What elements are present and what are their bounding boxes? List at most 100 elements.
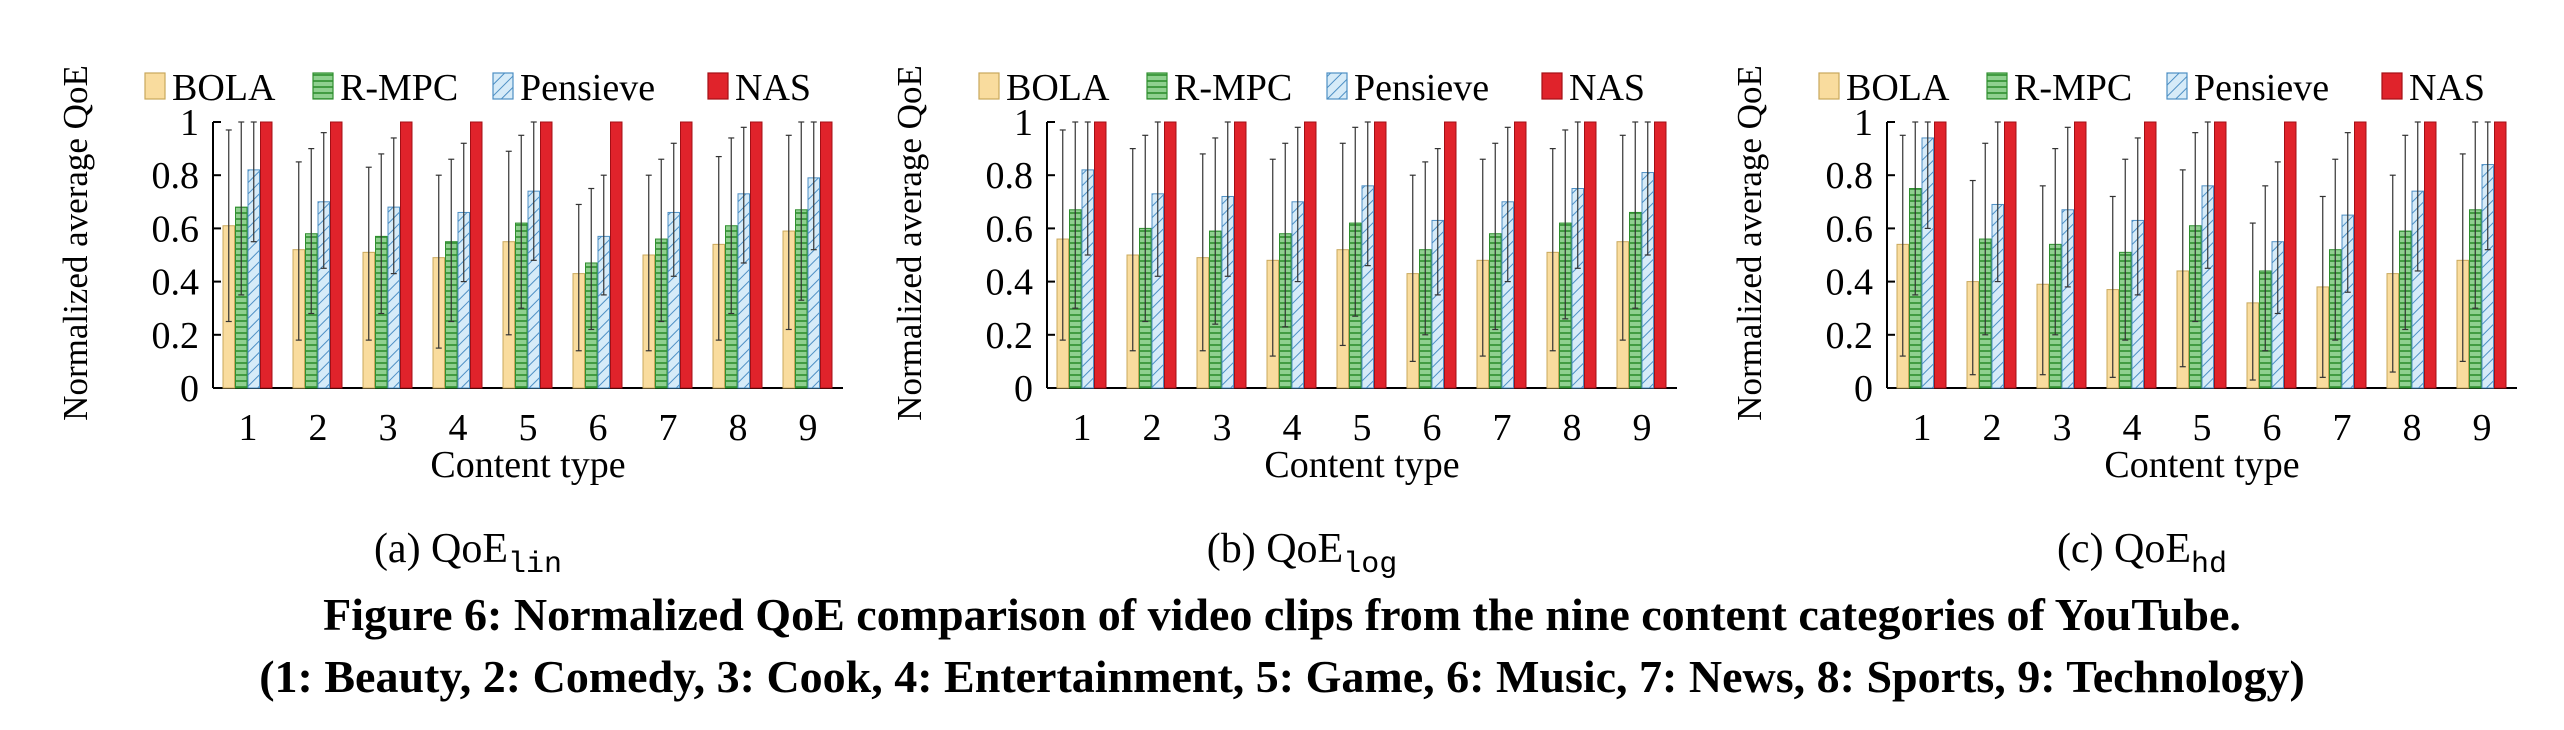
x-tick-label: 3 bbox=[2053, 407, 2072, 449]
figure-caption-line2: (1: Beauty, 2: Comedy, 3: Cook, 4: Enter… bbox=[259, 651, 2305, 702]
bar-nas-cat4 bbox=[1304, 121, 1317, 389]
bar-nas-cat9 bbox=[2494, 121, 2507, 389]
subcaption: (b) QoElog bbox=[1207, 526, 1397, 582]
subcaption: (c) QoEhd bbox=[2057, 526, 2227, 582]
y-tick-label: 0.4 bbox=[1826, 262, 1874, 304]
x-axis-label: Content type bbox=[2104, 444, 2299, 486]
bar-nas-cat8 bbox=[2424, 121, 2437, 389]
x-tick-label: 6 bbox=[1423, 407, 1442, 449]
x-tick-label: 5 bbox=[1353, 407, 1372, 449]
y-tick-label: 0.8 bbox=[152, 155, 200, 197]
bar-nas-cat8 bbox=[750, 121, 763, 389]
y-axis-label: Normalized average QoE bbox=[890, 65, 929, 421]
legend-swatch-bola bbox=[978, 72, 1000, 100]
legend-label: R-MPC bbox=[1174, 67, 1292, 109]
y-axis-label: Normalized average QoE bbox=[1730, 65, 1769, 421]
bar-nas-cat1 bbox=[1094, 121, 1107, 389]
bar-nas-cat9 bbox=[1654, 121, 1667, 389]
x-tick-label: 1 bbox=[239, 407, 258, 449]
bar-nas-cat4 bbox=[2144, 121, 2157, 389]
legend: BOLA R-MPC Pensieve NAS bbox=[1818, 67, 2485, 109]
y-tick-label: 0.6 bbox=[152, 208, 200, 250]
legend-swatch-bola bbox=[1818, 72, 1840, 100]
x-tick-label: 8 bbox=[2403, 407, 2422, 449]
bar-nas-cat5 bbox=[2214, 121, 2227, 389]
bar-nas-cat6 bbox=[2284, 121, 2297, 389]
bar-nas-cat7 bbox=[1514, 121, 1527, 389]
x-tick-label: 1 bbox=[1913, 407, 1932, 449]
y-tick-label: 0 bbox=[180, 368, 199, 410]
x-tick-label: 2 bbox=[1143, 407, 1162, 449]
legend-swatch-pensieve bbox=[492, 72, 514, 100]
bar-nas-cat4 bbox=[470, 121, 483, 389]
subcaption-prefix: (a) QoE bbox=[374, 526, 508, 572]
legend-label: BOLA bbox=[1006, 67, 1110, 109]
legend-label: Pensieve bbox=[520, 67, 655, 109]
y-tick-label: 1 bbox=[180, 102, 199, 144]
bar-nas-cat2 bbox=[330, 121, 343, 389]
legend-label: NAS bbox=[2409, 67, 2485, 109]
subcaption-subscript: log bbox=[1343, 548, 1397, 582]
bar-nas-cat6 bbox=[1444, 121, 1457, 389]
subcaption-subscript: lin bbox=[508, 548, 562, 582]
x-tick-label: 6 bbox=[589, 407, 608, 449]
legend-swatch-nas bbox=[1541, 72, 1563, 100]
bar-nas-cat2 bbox=[1164, 121, 1177, 389]
bar-nas-cat5 bbox=[540, 121, 553, 389]
x-tick-label: 2 bbox=[1983, 407, 2002, 449]
subcaption-prefix: (b) QoE bbox=[1207, 526, 1343, 572]
x-tick-label: 5 bbox=[2193, 407, 2212, 449]
chart-panel-3: 0 0.2 0.4 0.6 0.8 1 Normalized average QoE 1 2 3 4… bbox=[1730, 65, 2517, 582]
legend-swatch-pensieve bbox=[1326, 72, 1348, 100]
y-tick-label: 0.4 bbox=[986, 262, 1034, 304]
legend-label: NAS bbox=[735, 67, 811, 109]
bar-nas-cat7 bbox=[680, 121, 693, 389]
x-tick-label: 8 bbox=[729, 407, 748, 449]
x-tick-label: 8 bbox=[1563, 407, 1582, 449]
legend-swatch-bola bbox=[144, 72, 166, 100]
bar-nas-cat3 bbox=[1234, 121, 1247, 389]
bar-nas-cat2 bbox=[2004, 121, 2017, 389]
legend-swatch-nas bbox=[2381, 72, 2403, 100]
y-tick-label: 0.8 bbox=[1826, 155, 1874, 197]
y-tick-label: 0.6 bbox=[986, 208, 1034, 250]
x-tick-label: 7 bbox=[659, 407, 678, 449]
legend-label: R-MPC bbox=[340, 67, 458, 109]
y-axis-label: Normalized average QoE bbox=[56, 65, 95, 421]
x-tick-label: 9 bbox=[1633, 407, 1652, 449]
legend-label: Pensieve bbox=[1354, 67, 1489, 109]
legend: BOLA R-MPC Pensieve NAS bbox=[144, 67, 811, 109]
y-tick-label: 0 bbox=[1014, 368, 1033, 410]
legend-swatch-nas bbox=[707, 72, 729, 100]
legend-swatch-rmpc bbox=[1146, 72, 1168, 100]
legend-label: BOLA bbox=[1846, 67, 1950, 109]
x-tick-label: 5 bbox=[519, 407, 538, 449]
y-tick-label: 0.8 bbox=[986, 155, 1034, 197]
x-tick-label: 6 bbox=[2263, 407, 2282, 449]
figure-caption-line1: Figure 6: Normalized QoE comparison of v… bbox=[323, 589, 2241, 640]
bar-nas-cat6 bbox=[610, 121, 623, 389]
bar-nas-cat5 bbox=[1374, 121, 1387, 389]
legend: BOLA R-MPC Pensieve NAS bbox=[978, 67, 1645, 109]
chart-panel-2: 0 0.2 0.4 0.6 0.8 1 Normalized average QoE 1 2 3 4… bbox=[890, 65, 1677, 582]
legend-label: Pensieve bbox=[2194, 67, 2329, 109]
x-tick-label: 7 bbox=[2333, 407, 2352, 449]
legend-swatch-rmpc bbox=[1986, 72, 2008, 100]
x-tick-label: 2 bbox=[309, 407, 328, 449]
x-tick-label: 1 bbox=[1073, 407, 1092, 449]
chart-panel-1: 0 0.2 0.4 0.6 0.8 1 Normalized average QoE 1 2 3 4… bbox=[56, 65, 843, 582]
x-tick-label: 7 bbox=[1493, 407, 1512, 449]
legend-swatch-rmpc bbox=[312, 72, 334, 100]
y-tick-label: 0 bbox=[1854, 368, 1873, 410]
x-tick-label: 4 bbox=[1283, 407, 1302, 449]
y-tick-label: 1 bbox=[1854, 102, 1873, 144]
x-tick-label: 3 bbox=[379, 407, 398, 449]
x-tick-label: 4 bbox=[2123, 407, 2142, 449]
y-tick-label: 1 bbox=[1014, 102, 1033, 144]
bar-nas-cat3 bbox=[2074, 121, 2087, 389]
bar-nas-cat3 bbox=[400, 121, 413, 389]
y-tick-label: 0.4 bbox=[152, 262, 200, 304]
subcaption: (a) QoElin bbox=[374, 526, 562, 582]
legend-swatch-pensieve bbox=[2166, 72, 2188, 100]
